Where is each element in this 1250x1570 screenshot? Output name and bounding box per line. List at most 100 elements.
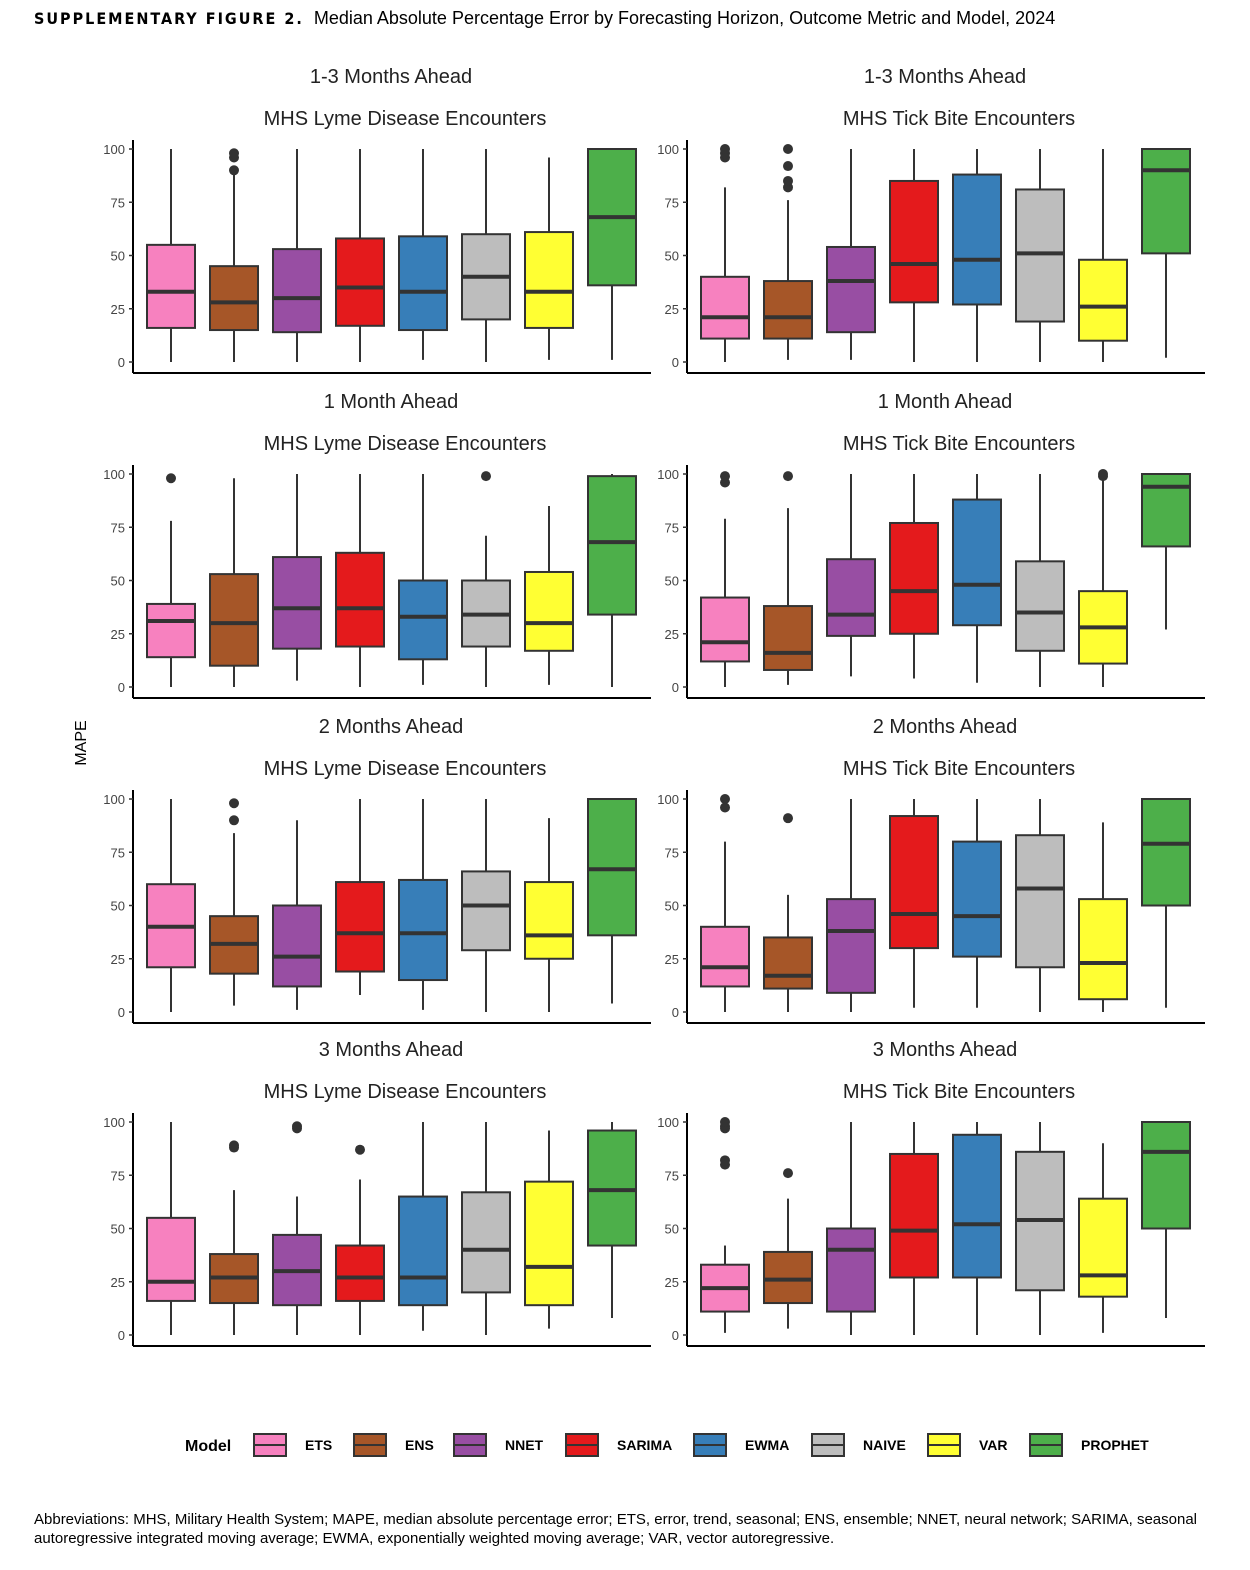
box-ens — [209, 1140, 259, 1335]
box-prophet — [1141, 473, 1191, 630]
panel-2: 1-3 Months Ahead MHS Tick Bite Encounters… — [657, 66, 1205, 374]
box-ets — [700, 1117, 750, 1333]
box-iqr — [335, 881, 385, 973]
legend-item-naive: NAIVE — [811, 1433, 906, 1457]
outlier-point — [229, 798, 239, 809]
legend-label: ENS — [405, 1437, 434, 1453]
y-tick-label: 25 — [665, 952, 679, 967]
legend-label: NNET — [505, 1437, 544, 1453]
box-prophet — [587, 798, 637, 1004]
box-naive — [1015, 799, 1065, 1012]
box-var — [524, 818, 574, 1012]
y-tick-label: 25 — [111, 952, 125, 967]
panel-title: 3 Months Ahead — [873, 1039, 1018, 1061]
box-iqr — [826, 245, 876, 334]
box-nnet — [826, 799, 876, 1012]
box-iqr — [272, 904, 322, 988]
box-iqr — [1015, 560, 1065, 652]
y-tick-label: 100 — [657, 792, 679, 807]
box-iqr — [700, 275, 750, 340]
box-sarima — [889, 149, 939, 362]
box-iqr — [889, 179, 939, 304]
outlier-point — [166, 473, 176, 484]
outlier-point — [783, 471, 793, 482]
legend-label: NAIVE — [863, 1437, 906, 1453]
box-iqr — [1141, 798, 1191, 907]
legend-item-prophet: PROPHET — [1029, 1433, 1149, 1457]
box-prophet — [587, 1122, 637, 1318]
box-ets — [146, 1122, 196, 1335]
y-tick-label: 50 — [111, 249, 125, 264]
box-iqr — [587, 475, 637, 616]
y-tick-label: 75 — [665, 1168, 679, 1183]
y-tick-label: 0 — [672, 1005, 679, 1020]
panel-subtitle: MHS Tick Bite Encounters — [843, 758, 1075, 780]
panel-title: 1-3 Months Ahead — [310, 66, 472, 88]
panel-title: 3 Months Ahead — [319, 1039, 464, 1061]
panel-title: 1 Month Ahead — [878, 391, 1013, 413]
y-tick-label: 25 — [665, 1275, 679, 1290]
box-iqr — [209, 265, 259, 332]
box-ewma — [398, 799, 448, 1010]
box-iqr — [826, 898, 876, 994]
box-iqr — [524, 231, 574, 329]
legend-title: Model — [185, 1438, 231, 1455]
box-iqr — [763, 1250, 813, 1305]
box-iqr — [461, 870, 511, 952]
box-iqr — [335, 551, 385, 648]
box-ets — [146, 473, 196, 687]
y-tick-label: 25 — [111, 1275, 125, 1290]
box-iqr — [952, 173, 1002, 306]
box-nnet — [826, 474, 876, 677]
box-sarima — [889, 474, 939, 679]
box-nnet — [826, 149, 876, 360]
box-naive — [461, 471, 511, 687]
box-ens — [763, 1168, 813, 1329]
legend-item-ewma: EWMA — [693, 1433, 789, 1457]
y-tick-label: 75 — [665, 845, 679, 860]
box-ens — [763, 471, 813, 685]
box-ens — [209, 478, 259, 687]
box-iqr — [763, 936, 813, 990]
box-ewma — [398, 1122, 448, 1331]
y-tick-label: 25 — [111, 627, 125, 642]
box-var — [1078, 149, 1128, 362]
panel-title: 1 Month Ahead — [324, 391, 459, 413]
y-tick-label: 100 — [657, 467, 679, 482]
legend-label: SARIMA — [617, 1437, 672, 1453]
panel-8: 3 Months Ahead MHS Tick Bite Encounters 0 2… — [657, 1039, 1205, 1347]
legend-item-nnet: NNET — [453, 1433, 544, 1457]
y-tick-label: 100 — [103, 142, 125, 157]
outlier-point — [783, 144, 793, 154]
box-iqr — [398, 1195, 448, 1307]
panel-1: 1-3 Months Ahead MHS Lyme Disease Encount… — [103, 66, 651, 374]
outlier-point — [1098, 469, 1108, 479]
box-nnet — [826, 1122, 876, 1335]
box-iqr — [889, 1152, 939, 1279]
box-iqr — [952, 498, 1002, 627]
box-sarima — [335, 799, 385, 995]
legend-label: VAR — [979, 1437, 1008, 1453]
legend-item-sarima: SARIMA — [565, 1433, 672, 1457]
y-tick-label: 100 — [657, 142, 679, 157]
y-tick-label: 0 — [672, 355, 679, 370]
panel-subtitle: MHS Tick Bite Encounters — [843, 108, 1075, 130]
box-ets — [146, 799, 196, 1012]
box-nnet — [272, 820, 322, 1010]
box-ens — [763, 813, 813, 1012]
box-prophet — [1141, 1121, 1191, 1318]
y-tick-label: 100 — [657, 1115, 679, 1130]
legend-item-ens: ENS — [353, 1433, 434, 1457]
box-sarima — [889, 1122, 939, 1335]
box-prophet — [587, 148, 637, 360]
box-ets — [700, 144, 750, 362]
outlier-point — [783, 175, 793, 186]
y-tick-label: 50 — [111, 899, 125, 914]
legend-item-var: VAR — [927, 1433, 1008, 1457]
panel-5: 2 Months Ahead MHS Lyme Disease Encounter… — [103, 716, 651, 1024]
y-tick-label: 0 — [118, 1328, 125, 1343]
y-tick-label: 100 — [103, 467, 125, 482]
box-naive — [461, 149, 511, 362]
box-ewma — [398, 149, 448, 360]
box-ewma — [952, 799, 1002, 1008]
